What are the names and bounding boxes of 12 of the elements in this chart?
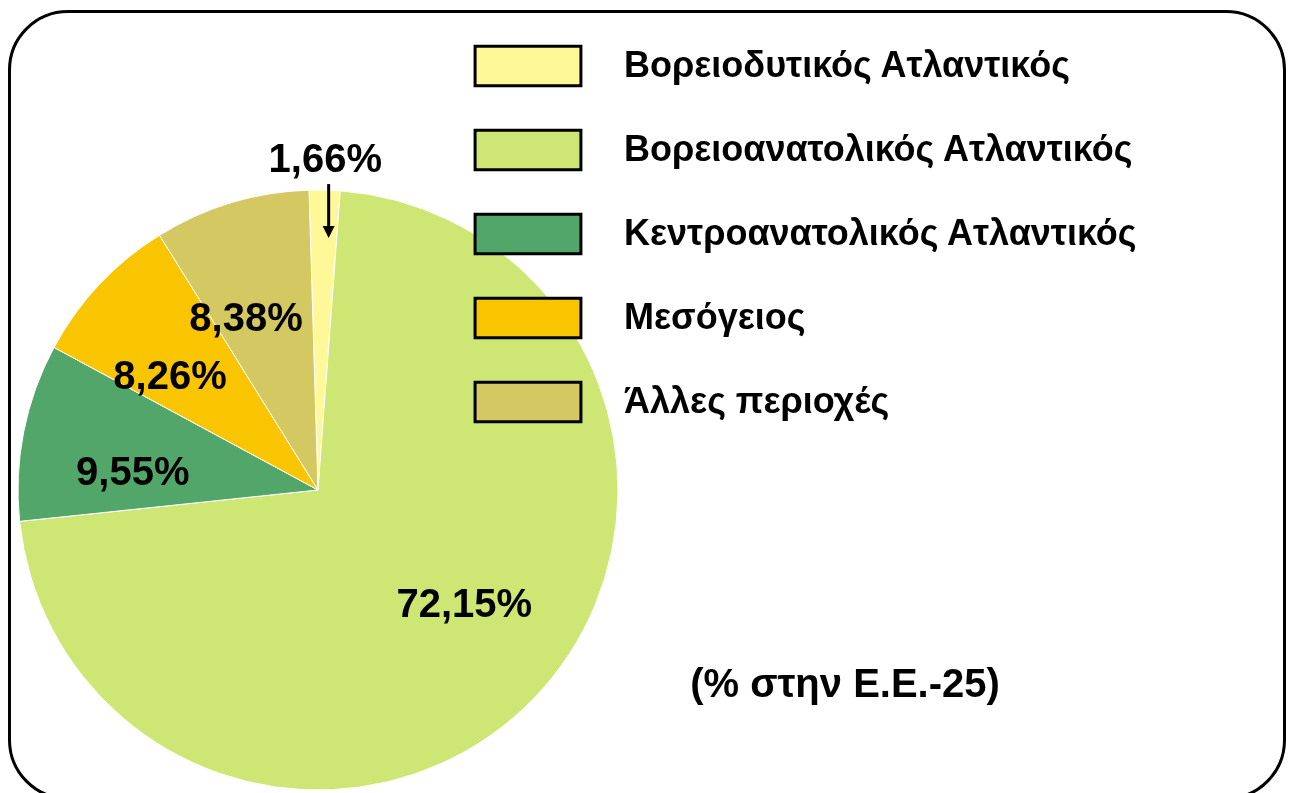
legend-label: Κεντροανατολικός Ατλαντικός	[624, 212, 1137, 253]
data-label: 72,15%	[396, 580, 533, 625]
legend-label: Βορειοδυτικός Ατλαντικός	[624, 44, 1070, 85]
pie-slice	[19, 190, 618, 791]
data-label: 8,26%	[113, 353, 227, 398]
data-label: 8,38%	[189, 294, 303, 339]
text: (% στην Ε.Ε.-25)	[690, 661, 1000, 705]
legend-label: Βορειοανατολικός Ατλαντικός	[624, 128, 1133, 169]
legend-label: Άλλες περιοχές	[624, 380, 890, 421]
legend-label: Μεσόγειος	[624, 296, 806, 337]
data-label: 1,66%	[268, 136, 383, 181]
data-label: 9,55%	[76, 449, 190, 494]
